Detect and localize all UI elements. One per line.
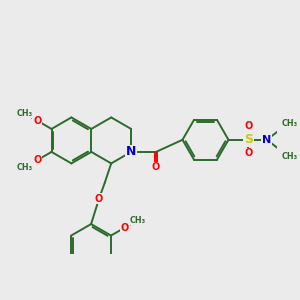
Text: N: N	[126, 146, 136, 158]
Text: CH₃: CH₃	[129, 216, 145, 225]
Text: O: O	[244, 148, 252, 158]
Text: CH₃: CH₃	[282, 119, 298, 128]
Text: S: S	[244, 133, 253, 146]
Text: CH₃: CH₃	[282, 152, 298, 160]
Text: O: O	[244, 122, 252, 131]
Text: O: O	[95, 194, 103, 203]
Text: O: O	[121, 223, 129, 232]
Text: CH₃: CH₃	[16, 109, 33, 118]
Text: O: O	[152, 162, 160, 172]
Text: N: N	[262, 135, 272, 145]
Text: O: O	[33, 116, 41, 126]
Text: CH₃: CH₃	[16, 163, 33, 172]
Text: O: O	[33, 155, 41, 165]
